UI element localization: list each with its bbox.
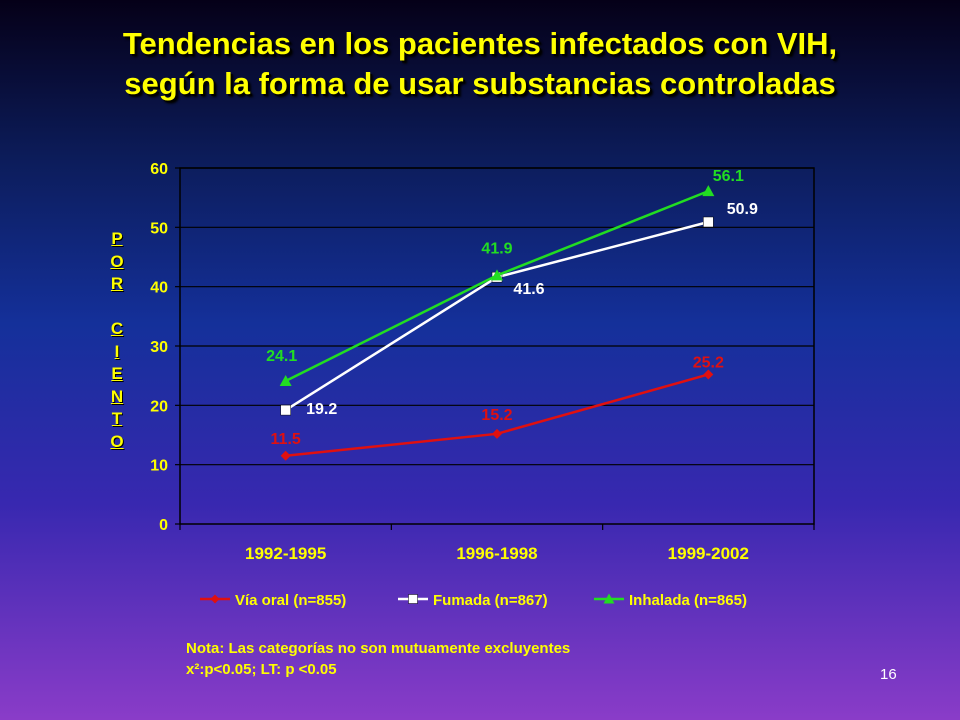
title-line-2: según la forma de usar substancias contr… bbox=[124, 66, 836, 101]
x-category-label: 1999-2002 bbox=[668, 544, 749, 563]
data-point bbox=[703, 369, 714, 380]
x-category-label: 1992-1995 bbox=[245, 544, 326, 563]
y-axis-label: P O R C I E N T O bbox=[103, 228, 131, 453]
ylabel-letter: T bbox=[111, 409, 123, 428]
note-line-1: Nota: Las categorías no son mutuamente e… bbox=[186, 640, 571, 657]
legend-marker bbox=[603, 593, 615, 604]
data-point bbox=[280, 404, 291, 416]
data-point bbox=[279, 375, 292, 387]
ylabel-letter: O bbox=[110, 251, 124, 271]
data-label: 25.2 bbox=[693, 354, 724, 371]
footnote: Nota: Las categorías no son mutuamente e… bbox=[186, 638, 570, 680]
data-label: 15.2 bbox=[481, 407, 512, 424]
y-tick-label: 60 bbox=[150, 161, 168, 178]
ylabel-letter: N bbox=[110, 386, 124, 406]
data-label: 19.2 bbox=[306, 401, 337, 418]
legend-label: Inhalada (n=865) bbox=[629, 592, 747, 609]
y-tick-label: 0 bbox=[159, 517, 168, 534]
data-label: 41.9 bbox=[481, 240, 512, 257]
ylabel-letter: R bbox=[110, 274, 124, 293]
slide-title: Tendencias en los pacientes infectados c… bbox=[0, 24, 960, 104]
ylabel-letter: C bbox=[110, 319, 124, 338]
ylabel-letter: I bbox=[114, 341, 120, 361]
data-point bbox=[280, 450, 291, 461]
note-line-2: x²:p<0.05; LT: p <0.05 bbox=[186, 661, 337, 678]
x-category-label: 1996-1998 bbox=[456, 544, 537, 563]
legend-label: Fumada (n=867) bbox=[433, 592, 548, 609]
data-label: 56.1 bbox=[713, 168, 744, 185]
data-label: 41.6 bbox=[513, 281, 544, 298]
ylabel-letter: P bbox=[111, 229, 123, 248]
legend-marker bbox=[210, 594, 220, 604]
data-point bbox=[491, 269, 503, 281]
ylabel-letter: O bbox=[110, 431, 124, 451]
ylabel-letter: E bbox=[111, 364, 123, 383]
data-point bbox=[702, 185, 715, 197]
title-line-1: Tendencias en los pacientes infectados c… bbox=[122, 26, 838, 61]
data-point bbox=[703, 216, 714, 228]
legend-label: Vía oral (n=855) bbox=[235, 592, 346, 609]
y-tick-label: 30 bbox=[150, 339, 168, 356]
data-label: 11.5 bbox=[271, 431, 301, 448]
page-number: 16 bbox=[880, 666, 897, 683]
data-label: 24.1 bbox=[266, 348, 297, 365]
data-point bbox=[492, 428, 502, 439]
y-tick-label: 10 bbox=[150, 458, 168, 475]
y-tick-label: 20 bbox=[150, 398, 168, 415]
data-label: 50.9 bbox=[727, 201, 758, 218]
y-tick-label: 50 bbox=[150, 220, 168, 237]
legend-marker bbox=[408, 594, 418, 604]
y-tick-label: 40 bbox=[150, 280, 168, 297]
